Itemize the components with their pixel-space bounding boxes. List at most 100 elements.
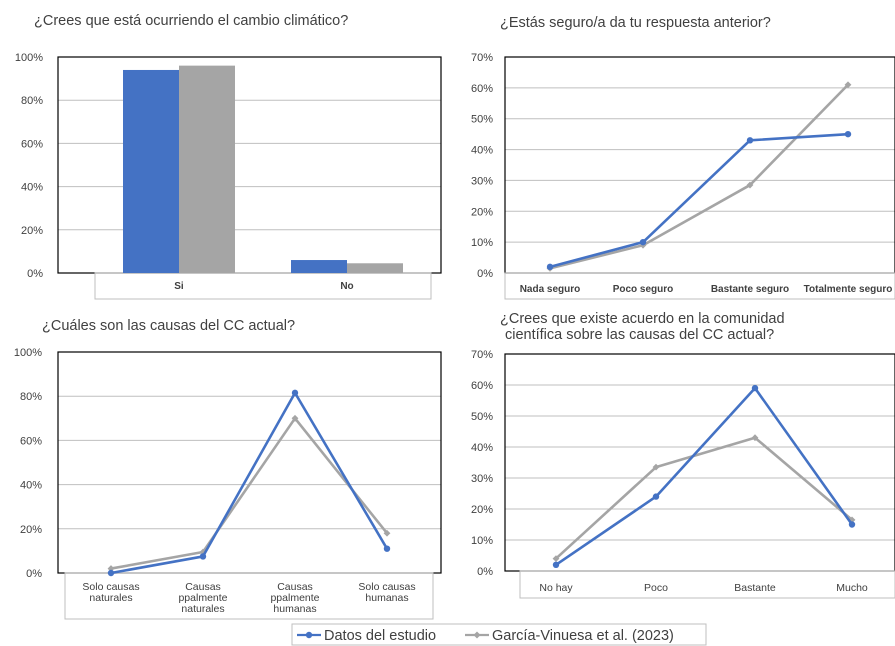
category-label: Nada seguro (520, 284, 581, 295)
point-study (848, 521, 856, 528)
y-tick-label: 50% (471, 411, 493, 423)
point-study (552, 561, 560, 568)
point-study (746, 137, 754, 144)
category-label: No hay (539, 582, 573, 594)
y-tick-label: 30% (471, 473, 493, 485)
category-label: ppalmente (178, 592, 227, 604)
point-study (751, 384, 759, 392)
y-tick-label: 0% (27, 268, 43, 280)
bar-study (123, 69, 179, 274)
point-study (199, 553, 207, 560)
series-line-ref (110, 416, 389, 570)
legend-label-study: Datos del estudio (324, 628, 436, 644)
category-label: Mucho (836, 582, 868, 594)
category-axis-box (94, 272, 432, 300)
legend-label-ref: García-Vinuesa et al. (2023) (492, 628, 674, 644)
plot-frame (57, 351, 442, 574)
y-tick-label: 80% (20, 391, 42, 403)
category-label: Solo causas (358, 581, 415, 593)
point-ref (552, 555, 560, 562)
point-study (383, 545, 391, 552)
category-label: Si (174, 281, 184, 292)
y-tick-label: 40% (20, 480, 42, 492)
bar-study (291, 260, 347, 273)
category-axis-box (64, 572, 434, 620)
series-line-study (555, 386, 854, 566)
y-tick-label: 20% (20, 524, 42, 536)
legend-marker-study (305, 631, 313, 639)
y-tick-label: 40% (471, 442, 493, 454)
plot-frame (504, 353, 895, 572)
point-ref (107, 565, 115, 572)
chart-3: ¿Cuáles son las causas del CC actual? 0% 2… (14, 318, 442, 620)
y-tick-label: 60% (471, 380, 493, 392)
y-tick-label: 0% (26, 568, 42, 580)
y-tick-label: 0% (477, 566, 493, 578)
series-line-ref (549, 83, 849, 270)
y-tick-label: 20% (21, 225, 43, 237)
chart-1: ¿Crees que está ocurriendo el cambio cli… (15, 13, 442, 300)
point-study (844, 130, 852, 138)
bar-ref (179, 65, 235, 273)
y-tick-label: 60% (21, 138, 43, 150)
y-tick-label: 80% (21, 95, 43, 107)
y-tick-label: 40% (471, 145, 493, 157)
point-ref (746, 181, 754, 189)
y-tick-label: 0% (477, 268, 493, 280)
category-label: naturales (181, 603, 224, 615)
point-ref (751, 434, 759, 442)
point-study (546, 263, 554, 271)
series-line-study (549, 132, 849, 269)
y-tick-label: 50% (471, 114, 493, 126)
y-tick-label: 30% (471, 175, 493, 187)
point-ref (383, 529, 391, 537)
legend-box (291, 623, 707, 646)
y-tick-label: 60% (20, 435, 42, 447)
chart-2: ¿Estás seguro/a da tu respuesta anterior… (471, 15, 895, 300)
category-label: humanas (365, 592, 408, 604)
point-study (291, 389, 299, 397)
y-tick-label: 10% (471, 237, 493, 249)
point-ref (291, 414, 299, 422)
y-tick-label: 60% (471, 83, 493, 95)
category-label: humanas (273, 603, 316, 615)
chart-title: ¿Crees que está ocurriendo el cambio cli… (34, 13, 348, 29)
chart-title: científica sobre las causas del CC actua… (505, 327, 774, 343)
chart-4: ¿Crees que existe acuerdo en la comunida… (471, 311, 895, 599)
category-label: naturales (89, 592, 132, 604)
category-label: Solo causas (82, 581, 139, 593)
chart-title: ¿Estás seguro/a da tu respuesta anterior… (500, 15, 771, 31)
category-label: Bastante seguro (711, 284, 789, 295)
point-study (652, 493, 660, 500)
legend-marker-ref (473, 631, 481, 639)
y-tick-label: 20% (471, 504, 493, 516)
category-label: Bastante (734, 582, 776, 594)
series-line-ref (555, 436, 853, 560)
point-study (639, 238, 647, 246)
plot-frame (57, 56, 442, 274)
chart-title: ¿Crees que existe acuerdo en la comunida… (500, 311, 785, 327)
y-tick-label: 100% (15, 52, 43, 64)
point-ref (652, 463, 660, 471)
category-label: Poco (644, 582, 668, 594)
category-label: Poco seguro (613, 284, 674, 295)
legend: Datos del estudio García-Vinuesa et al. (… (291, 623, 707, 646)
y-tick-label: 20% (471, 206, 493, 218)
bar-ref (347, 263, 403, 273)
category-axis-box (519, 570, 895, 599)
y-tick-label: 10% (471, 535, 493, 547)
chart-title: ¿Cuáles son las causas del CC actual? (42, 318, 295, 334)
y-tick-label: 70% (471, 52, 493, 64)
category-label: No (340, 281, 353, 292)
category-label: Causas (185, 581, 221, 593)
plot-frame (504, 56, 895, 274)
category-label: ppalmente (270, 592, 319, 604)
y-tick-label: 40% (21, 182, 43, 194)
category-label: Causas (277, 581, 313, 593)
series-line-study (110, 391, 389, 575)
y-tick-label: 100% (14, 347, 42, 359)
category-axis-box (504, 272, 895, 300)
point-study (107, 569, 115, 577)
category-label: Totalmente seguro (804, 284, 893, 295)
